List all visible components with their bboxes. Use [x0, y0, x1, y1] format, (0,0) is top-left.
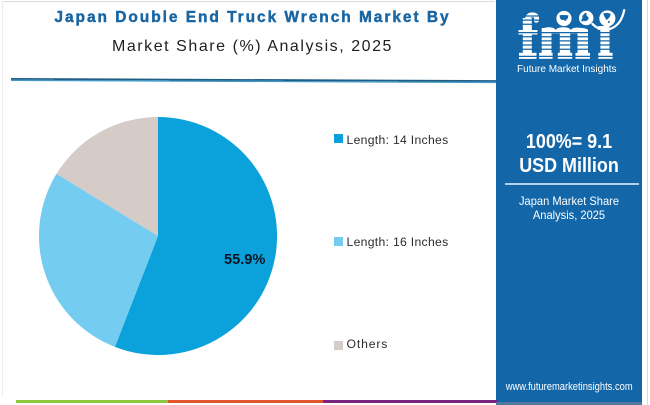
- svg-text:Future Market Insights: Future Market Insights: [517, 64, 616, 75]
